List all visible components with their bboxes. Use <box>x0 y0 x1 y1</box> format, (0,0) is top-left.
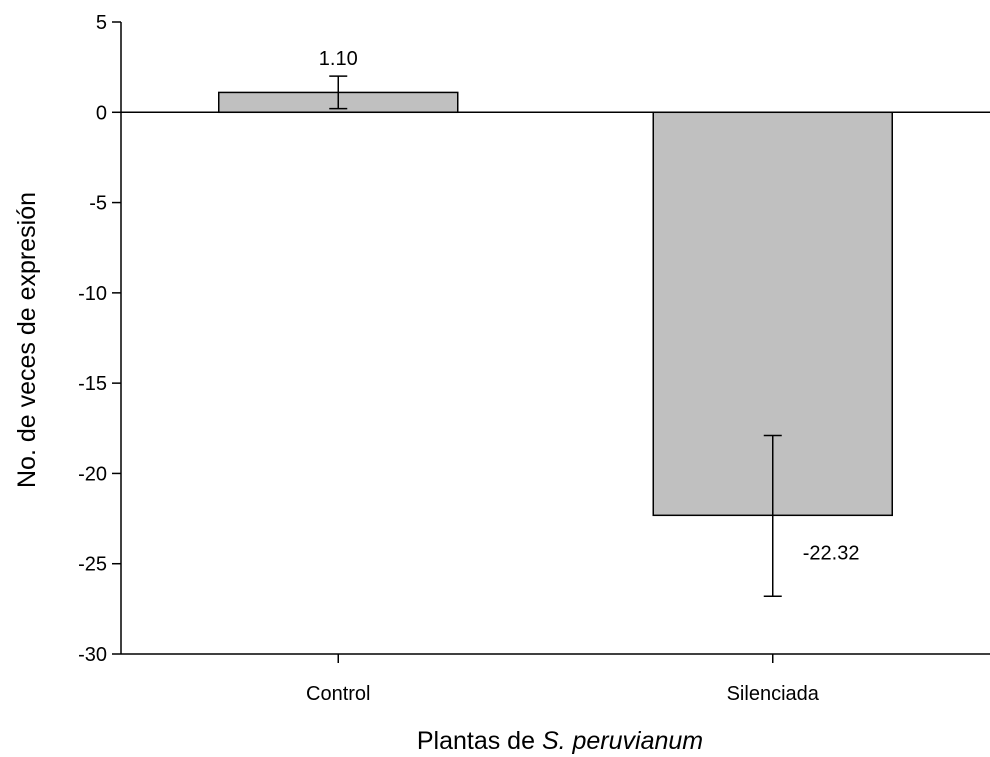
x-axis-title: Plantas de S. peruvianum <box>417 727 703 755</box>
y-tick-label: -15 <box>78 373 107 395</box>
y-tick-label: -25 <box>78 554 107 576</box>
x-axis-title-species: S. peruvianum <box>542 727 703 755</box>
x-axis-title-prefix: Plantas de <box>417 727 542 755</box>
y-ticks: 5 0 -5 -10 -15 -20 -25 -30 <box>78 12 121 666</box>
data-labels: 1.10 -22.32 <box>319 48 860 564</box>
x-tick-label: Control <box>306 683 370 705</box>
y-tick-label: 0 <box>96 102 107 124</box>
y-tick-label: -20 <box>78 463 107 485</box>
y-tick-label: -10 <box>78 283 107 305</box>
y-tick-label: -5 <box>89 193 107 215</box>
y-tick-label: -30 <box>78 644 107 666</box>
y-axis-title: No. de veces de expresión <box>13 192 41 488</box>
x-ticks: Control Silenciada <box>306 654 820 705</box>
y-tick-label: 5 <box>96 12 107 34</box>
data-label-silenciada: -22.32 <box>803 542 860 564</box>
data-label-control: 1.10 <box>319 48 358 70</box>
error-bars <box>329 75 782 597</box>
axes <box>120 22 990 655</box>
x-tick-label: Silenciada <box>727 683 820 705</box>
bars <box>218 91 893 517</box>
